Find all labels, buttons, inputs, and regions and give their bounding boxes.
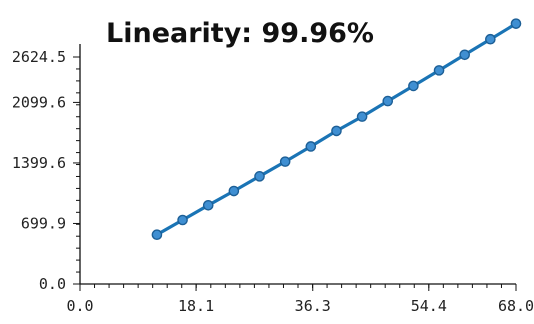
data-point (356, 111, 368, 122)
chart-title: Linearity: 99.96% (106, 18, 374, 49)
x-tick-label: 54.4 (411, 297, 447, 315)
data-point (305, 141, 317, 152)
data-point (433, 65, 445, 76)
x-tick-label: 68.0 (498, 297, 534, 315)
series-group (151, 18, 522, 240)
x-tick-label: 36.3 (295, 297, 331, 315)
data-point (228, 185, 240, 197)
y-axis-ticks: 0.0 699.9 1399.6 2099.6 2624.5 (12, 48, 80, 293)
axes (79, 44, 516, 285)
data-point (331, 125, 342, 137)
data-point (510, 18, 522, 29)
x-tick-label: 18.1 (178, 297, 214, 315)
x-axis-ticks: 0.0 18.1 36.3 54.4 68.0 (66, 284, 534, 315)
y-tick-label: 2099.6 (12, 93, 66, 111)
data-point (279, 156, 291, 167)
x-tick-label: 0.0 (66, 297, 93, 315)
data-point (382, 95, 394, 107)
y-tick-label: 699.9 (21, 214, 66, 232)
data-point (459, 49, 471, 61)
data-point (177, 214, 188, 226)
data-point (408, 80, 419, 92)
y-tick-label: 0.0 (39, 275, 66, 293)
y-tick-label: 2624.5 (12, 48, 66, 66)
data-point (202, 199, 214, 211)
data-point (254, 171, 265, 182)
y-tick-label: 1399.6 (12, 154, 66, 172)
data-point (151, 229, 163, 240)
data-point (485, 33, 496, 45)
